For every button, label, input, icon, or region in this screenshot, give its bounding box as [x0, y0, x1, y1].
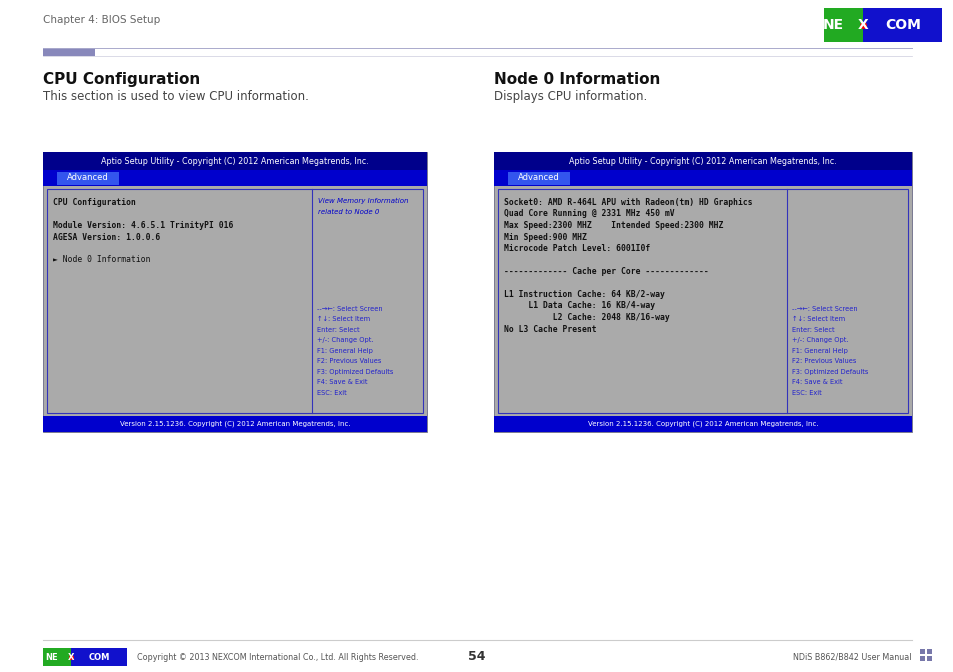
- Text: COM: COM: [884, 18, 920, 32]
- Text: F4: Save & Exit: F4: Save & Exit: [791, 379, 841, 385]
- Text: Version 2.15.1236. Copyright (C) 2012 American Megatrends, Inc.: Version 2.15.1236. Copyright (C) 2012 Am…: [587, 421, 818, 427]
- Text: F4: Save & Exit: F4: Save & Exit: [316, 379, 367, 385]
- Text: 54: 54: [468, 650, 485, 663]
- Bar: [919, 656, 924, 661]
- Text: This section is used to view CPU information.: This section is used to view CPU informa…: [43, 90, 309, 103]
- Bar: [494, 152, 911, 432]
- Text: Module Version: 4.6.5.1 TrinityPI 016: Module Version: 4.6.5.1 TrinityPI 016: [53, 221, 233, 230]
- Bar: [43, 170, 427, 186]
- Text: Socket0: AMD R-464L APU with Radeon(tm) HD Graphics: Socket0: AMD R-464L APU with Radeon(tm) …: [503, 198, 752, 207]
- Text: ESC: Exit: ESC: Exit: [316, 390, 346, 396]
- Text: ------------- Cache per Core -------------: ------------- Cache per Core -----------…: [503, 267, 708, 276]
- Text: NE: NE: [822, 18, 843, 32]
- Bar: [494, 416, 911, 432]
- Text: Enter: Select: Enter: Select: [791, 327, 833, 333]
- Text: Displays CPU information.: Displays CPU information.: [494, 90, 646, 103]
- Text: No L3 Cache Present: No L3 Cache Present: [503, 325, 596, 333]
- Bar: [926, 656, 931, 661]
- Text: X: X: [68, 653, 74, 661]
- Text: View Memory Information: View Memory Information: [317, 198, 408, 204]
- Text: NDiS B862/B842 User Manual: NDiS B862/B842 User Manual: [793, 653, 911, 661]
- Text: Copyright © 2013 NEXCOM International Co., Ltd. All Rights Reserved.: Copyright © 2013 NEXCOM International Co…: [137, 653, 418, 661]
- Bar: [43, 152, 427, 432]
- Bar: [862, 8, 941, 42]
- Bar: [47, 189, 422, 413]
- Bar: [507, 172, 569, 185]
- Text: L1 Data Cache: 16 KB/4-way: L1 Data Cache: 16 KB/4-way: [503, 302, 655, 310]
- Text: Aptio Setup Utility - Copyright (C) 2012 American Megatrends, Inc.: Aptio Setup Utility - Copyright (C) 2012…: [569, 157, 836, 165]
- Text: --→←: Select Screen: --→←: Select Screen: [316, 306, 382, 312]
- Bar: [71, 648, 127, 666]
- Bar: [926, 649, 931, 654]
- Bar: [497, 189, 907, 413]
- Text: L2 Cache: 2048 KB/16-way: L2 Cache: 2048 KB/16-way: [503, 313, 669, 322]
- Text: ESC: Exit: ESC: Exit: [791, 390, 821, 396]
- Text: AGESA Version: 1.0.0.6: AGESA Version: 1.0.0.6: [53, 233, 160, 241]
- Text: ► Node 0 Information: ► Node 0 Information: [53, 255, 151, 265]
- Bar: [919, 649, 924, 654]
- Bar: [43, 416, 427, 432]
- Bar: [43, 648, 71, 666]
- Text: Quad Core Running @ 2331 MHz 450 mV: Quad Core Running @ 2331 MHz 450 mV: [503, 210, 674, 218]
- Text: ↑↓: Select Item: ↑↓: Select Item: [316, 316, 370, 322]
- Bar: [43, 48, 95, 56]
- Text: Enter: Select: Enter: Select: [316, 327, 359, 333]
- Text: NE: NE: [45, 653, 57, 661]
- Text: Chapter 4: BIOS Setup: Chapter 4: BIOS Setup: [43, 15, 160, 25]
- Text: Microcode Patch Level: 6001I0f: Microcode Patch Level: 6001I0f: [503, 244, 650, 253]
- Text: Advanced: Advanced: [517, 173, 559, 183]
- Bar: [494, 152, 911, 170]
- Text: F2: Previous Values: F2: Previous Values: [791, 358, 855, 364]
- Text: F1: General Help: F1: General Help: [791, 347, 846, 353]
- Text: ↑↓: Select Item: ↑↓: Select Item: [791, 316, 843, 322]
- Text: Max Speed:2300 MHZ    Intended Speed:2300 MHZ: Max Speed:2300 MHZ Intended Speed:2300 M…: [503, 221, 722, 230]
- Text: F3: Optimized Defaults: F3: Optimized Defaults: [316, 369, 393, 374]
- Text: Version 2.15.1236. Copyright (C) 2012 American Megatrends, Inc.: Version 2.15.1236. Copyright (C) 2012 Am…: [119, 421, 350, 427]
- Bar: [494, 170, 911, 186]
- Text: CPU Configuration: CPU Configuration: [53, 198, 135, 207]
- Text: Min Speed:900 MHZ: Min Speed:900 MHZ: [503, 233, 586, 241]
- Text: Aptio Setup Utility - Copyright (C) 2012 American Megatrends, Inc.: Aptio Setup Utility - Copyright (C) 2012…: [101, 157, 369, 165]
- Text: --→←: Select Screen: --→←: Select Screen: [791, 306, 857, 312]
- Bar: [43, 152, 427, 170]
- Text: Node 0 Information: Node 0 Information: [494, 72, 659, 87]
- Text: F3: Optimized Defaults: F3: Optimized Defaults: [791, 369, 867, 374]
- Text: F2: Previous Values: F2: Previous Values: [316, 358, 381, 364]
- Text: Advanced: Advanced: [67, 173, 109, 183]
- Text: CPU Configuration: CPU Configuration: [43, 72, 200, 87]
- Text: related to Node 0: related to Node 0: [317, 209, 378, 215]
- Text: F1: General Help: F1: General Help: [316, 347, 373, 353]
- Bar: [823, 8, 862, 42]
- Text: COM: COM: [89, 653, 110, 661]
- Bar: [57, 172, 119, 185]
- Text: +/-: Change Opt.: +/-: Change Opt.: [791, 337, 847, 343]
- Text: L1 Instruction Cache: 64 KB/2-way: L1 Instruction Cache: 64 KB/2-way: [503, 290, 664, 299]
- Text: X: X: [857, 18, 867, 32]
- Text: +/-: Change Opt.: +/-: Change Opt.: [316, 337, 373, 343]
